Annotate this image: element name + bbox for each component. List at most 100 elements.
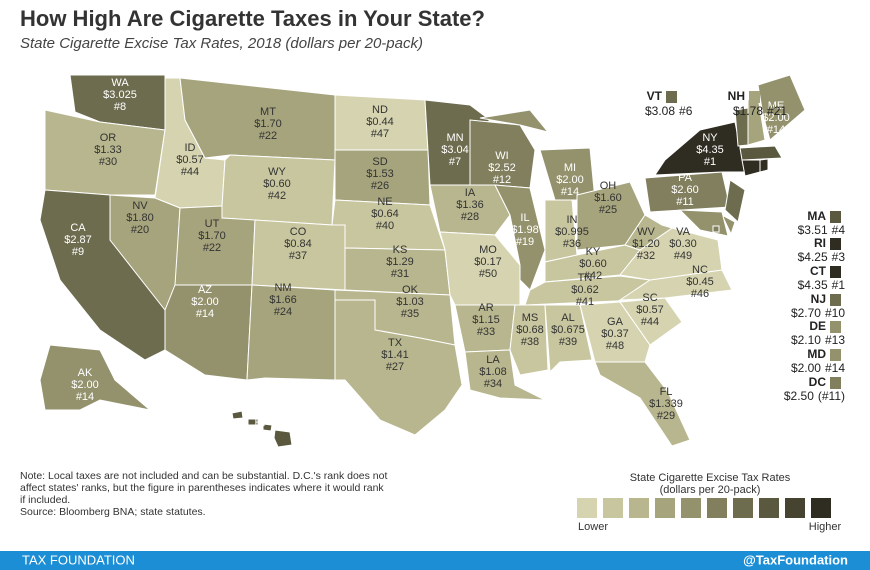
state-swatch bbox=[666, 91, 677, 103]
state-rank: (#11) bbox=[818, 389, 845, 403]
state-shape bbox=[619, 297, 683, 346]
state-tax: $1.60 bbox=[594, 192, 622, 204]
state-shape bbox=[544, 304, 593, 374]
state-abbr: MI bbox=[564, 162, 576, 174]
note-line: affect states' ranks, but the figure in … bbox=[20, 482, 384, 494]
state-rank: #6 bbox=[679, 104, 693, 118]
state-abbr: IL bbox=[520, 212, 529, 224]
state-shape bbox=[720, 213, 736, 236]
state-rank: #25 bbox=[599, 204, 617, 216]
state-rank: #1 bbox=[704, 156, 716, 168]
state-abbr: IN bbox=[567, 214, 578, 226]
state-rank: #44 bbox=[181, 166, 199, 178]
us-map bbox=[39, 74, 806, 448]
state-rank: #12 bbox=[493, 174, 511, 186]
state-tax: $1.78 bbox=[733, 104, 763, 118]
state-tax-rank: $4.25 #3 bbox=[798, 250, 846, 264]
state-shape bbox=[741, 159, 761, 177]
state-tax: $2.52 bbox=[488, 162, 516, 174]
state-rank: #1 bbox=[832, 278, 846, 292]
state-rank: #14 bbox=[825, 361, 845, 375]
state-tax: $2.00 bbox=[556, 174, 584, 186]
state-shape bbox=[494, 184, 546, 291]
state-tax-rank: $3.51 #4 bbox=[798, 223, 846, 237]
state-shape bbox=[757, 74, 806, 141]
state-rank: #24 bbox=[274, 306, 292, 318]
state-tax-rank: $2.00 #14 bbox=[791, 361, 845, 375]
state-abbr: VA bbox=[676, 226, 691, 238]
state-shape bbox=[618, 269, 733, 301]
state-tax-rank: $3.08 #6 bbox=[645, 104, 693, 118]
state-abbr: WA bbox=[111, 77, 129, 89]
note-line: Note: Local taxes are not included and c… bbox=[20, 470, 387, 482]
state-tax: $3.08 bbox=[645, 104, 675, 118]
state-swatch bbox=[749, 91, 760, 103]
state-rank: #21 bbox=[767, 104, 787, 118]
state-tax: $2.70 bbox=[791, 306, 821, 320]
state-tax: $1.36 bbox=[456, 199, 484, 211]
state-abbr: MD bbox=[807, 347, 826, 361]
state-rank: #48 bbox=[606, 340, 624, 352]
state-abbr: ND bbox=[372, 104, 388, 116]
state-tax: $0.60 bbox=[263, 178, 291, 190]
state-tax: $1.08 bbox=[479, 366, 507, 378]
subtitle: State Cigarette Excise Tax Rates, 2018 (… bbox=[20, 35, 423, 52]
state-tax: $3.025 bbox=[103, 89, 137, 101]
state-abbr: NH bbox=[728, 89, 745, 103]
state-abbr: CT bbox=[810, 264, 827, 278]
state-abbr: PA bbox=[678, 172, 693, 184]
state-tax-rank: $4.35 #1 bbox=[798, 278, 846, 292]
state-abbr: MS bbox=[522, 312, 539, 324]
state-abbr: MT bbox=[260, 106, 276, 118]
state-tax: $1.20 bbox=[632, 238, 660, 250]
state-rank: #5 bbox=[254, 441, 266, 453]
state-abbr: AR bbox=[478, 302, 493, 314]
footer-bar bbox=[0, 551, 870, 570]
state-shape bbox=[724, 179, 746, 223]
state-abbr: MO bbox=[479, 244, 497, 256]
footer-brand: TAX FOUNDATION bbox=[22, 552, 135, 567]
state-rank: #29 bbox=[657, 410, 675, 422]
state-tax: $4.25 bbox=[798, 250, 828, 264]
legend-swatch bbox=[603, 498, 623, 518]
state-abbr: OR bbox=[100, 132, 117, 144]
state-abbr: RI bbox=[814, 236, 826, 250]
state-tax: $2.00 bbox=[71, 379, 99, 391]
state-abbr: OH bbox=[600, 180, 617, 192]
state-abbr: IA bbox=[465, 187, 476, 199]
legend-subtitle: (dollars per 20-pack) bbox=[660, 484, 761, 496]
state-tax: $0.675 bbox=[551, 324, 585, 336]
state-rank: #38 bbox=[521, 336, 539, 348]
legend-swatch bbox=[681, 498, 701, 518]
state-rank: #14 bbox=[561, 186, 579, 198]
state-rank: #31 bbox=[391, 268, 409, 280]
state-tax-rank: $1.78 #21 bbox=[733, 104, 787, 118]
state-rank: #10 bbox=[825, 306, 845, 320]
legend-swatch bbox=[785, 498, 805, 518]
title: How High Are Cigarette Taxes in Your Sta… bbox=[20, 6, 485, 31]
legend-swatch bbox=[759, 498, 779, 518]
state-abbr: VT bbox=[647, 89, 663, 103]
state-rank: #14 bbox=[767, 124, 785, 136]
state-tax: $2.00 bbox=[791, 361, 821, 375]
footer-handle: @TaxFoundation bbox=[743, 552, 848, 567]
state-abbr: DC bbox=[809, 375, 827, 389]
state-abbr: ME bbox=[768, 100, 785, 112]
state-abbr: WY bbox=[268, 166, 286, 178]
state-rank: #32 bbox=[637, 250, 655, 262]
state-tax: $3.51 bbox=[798, 223, 828, 237]
state-shape bbox=[246, 284, 336, 381]
state-swatch bbox=[830, 238, 841, 250]
state-rank: #34 bbox=[484, 378, 502, 390]
state-rank: #40 bbox=[376, 220, 394, 232]
state-tax: $1.33 bbox=[94, 144, 122, 156]
state-tax: $1.70 bbox=[198, 230, 226, 242]
state-abbr: SD bbox=[372, 156, 387, 168]
state-tax: $2.87 bbox=[64, 234, 92, 246]
state-abbr: TN bbox=[578, 272, 593, 284]
state-tax: $0.60 bbox=[579, 258, 607, 270]
state-rank: #9 bbox=[72, 246, 84, 258]
legend-low: Lower bbox=[578, 521, 608, 533]
state-shape bbox=[594, 361, 691, 447]
legend-swatch bbox=[629, 498, 649, 518]
